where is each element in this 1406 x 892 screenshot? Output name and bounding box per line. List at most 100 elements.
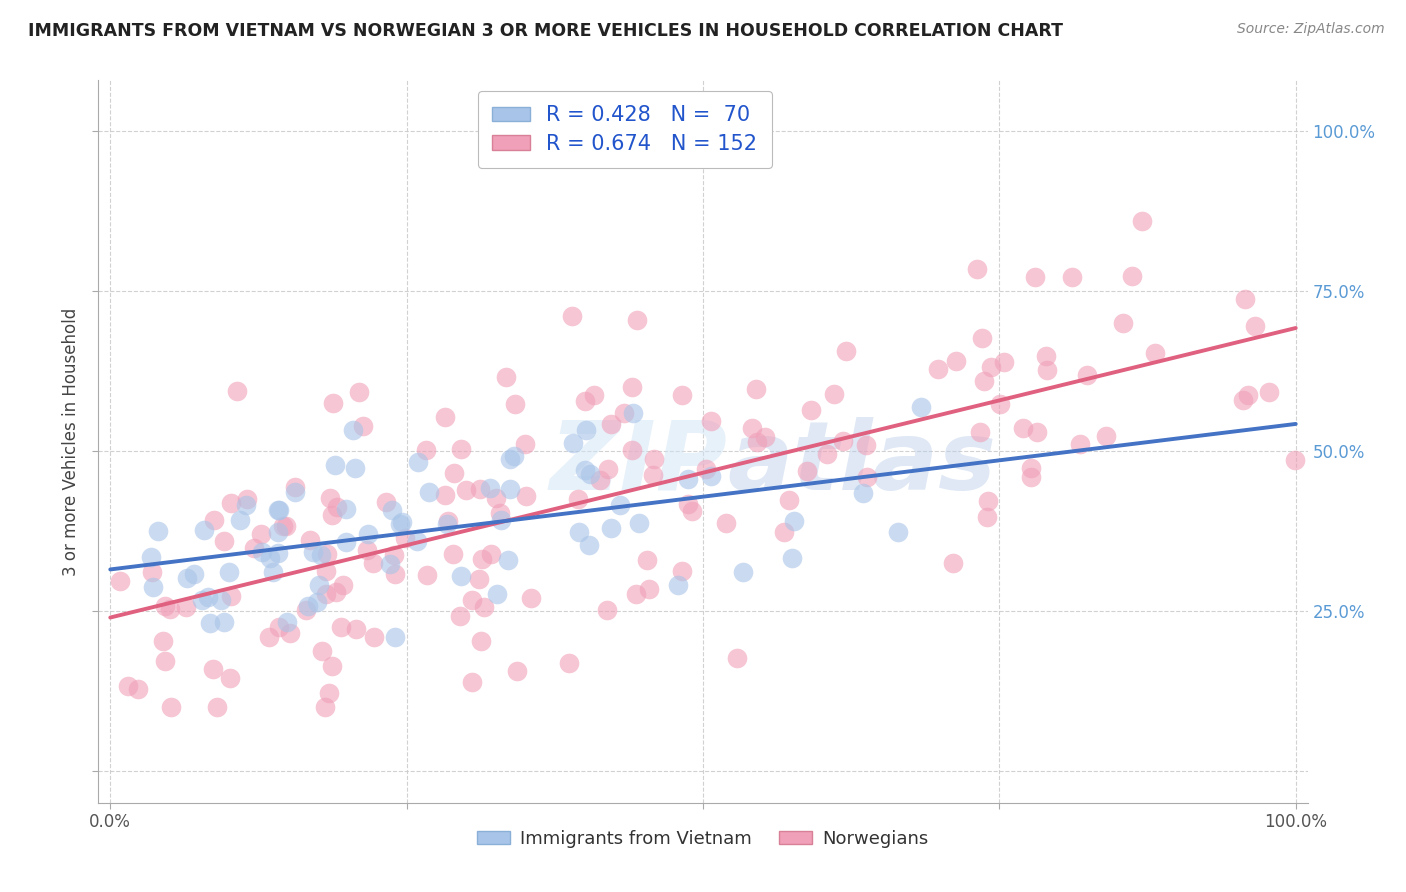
Text: Source: ZipAtlas.com: Source: ZipAtlas.com [1237,22,1385,37]
Point [1112,316,1135,330]
Point [676,472,699,486]
Point [609,498,631,512]
Point [1121,269,1143,284]
Point [855,438,877,452]
Point [495,370,517,384]
Point [472,599,495,614]
Point [274,519,297,533]
Point [579,467,602,482]
Point [578,538,600,552]
Point [772,524,794,539]
Point [782,551,804,566]
Point [299,533,322,547]
Point [202,513,225,527]
Point [643,468,665,483]
Point [309,548,332,562]
Point [470,634,492,648]
Point [342,423,364,437]
Point [628,516,651,531]
Point [117,679,139,693]
Point [1036,363,1059,377]
Point [436,515,458,529]
Point [671,388,693,402]
Point [295,603,318,617]
Point [643,452,665,467]
Point [1026,425,1049,439]
Point [676,497,699,511]
Point [202,662,225,676]
Point [262,565,284,579]
Point [314,699,336,714]
Point [363,630,385,644]
Point [568,525,591,540]
Point [284,480,307,494]
Point [671,564,693,578]
Point [575,423,598,437]
Point [243,541,266,555]
Point [460,675,482,690]
Point [200,615,222,630]
Point [731,565,754,579]
Point [666,578,689,592]
Point [284,485,307,500]
Point [160,699,183,714]
Point [335,534,357,549]
Point [381,503,404,517]
Point [436,517,458,532]
Point [267,546,290,560]
Point [887,525,910,540]
Point [972,331,994,345]
Point [384,567,406,582]
Point [183,567,205,582]
Point [966,262,988,277]
Point [969,425,991,439]
Point [778,492,800,507]
Point [378,557,401,571]
Point [621,380,644,394]
Point [589,473,612,487]
Point [315,587,337,601]
Point [332,577,354,591]
Point [127,681,149,696]
Point [250,544,273,558]
Point [321,658,343,673]
Point [486,587,509,601]
Point [927,362,949,376]
Point [745,434,768,449]
Point [1130,214,1153,228]
Point [796,464,818,478]
Point [152,633,174,648]
Point [745,382,768,396]
Point [205,699,228,714]
Point [741,421,763,435]
Point [574,394,596,409]
Point [361,556,384,570]
Point [315,564,337,578]
Point [384,630,406,644]
Point [835,344,858,359]
Point [910,400,932,414]
Text: IMMIGRANTS FROM VIETNAM VS NORWEGIAN 3 OR MORE VEHICLES IN HOUSEHOLD CORRELATION: IMMIGRANTS FROM VIETNAM VS NORWEGIAN 3 O… [28,22,1063,40]
Point [319,491,342,506]
Point [191,593,214,607]
Point [596,461,619,475]
Point [297,599,319,613]
Point [382,549,405,563]
Point [515,489,537,503]
Point [218,565,240,579]
Point [489,506,512,520]
Point [141,565,163,579]
Point [856,470,879,484]
Point [503,449,526,463]
Point [993,355,1015,369]
Point [1035,349,1057,363]
Point [308,578,330,592]
Point [561,436,583,450]
Point [267,503,290,517]
Point [229,513,252,527]
Point [236,492,259,507]
Point [1062,270,1084,285]
Point [574,463,596,477]
Point [754,430,776,444]
Point [235,498,257,512]
